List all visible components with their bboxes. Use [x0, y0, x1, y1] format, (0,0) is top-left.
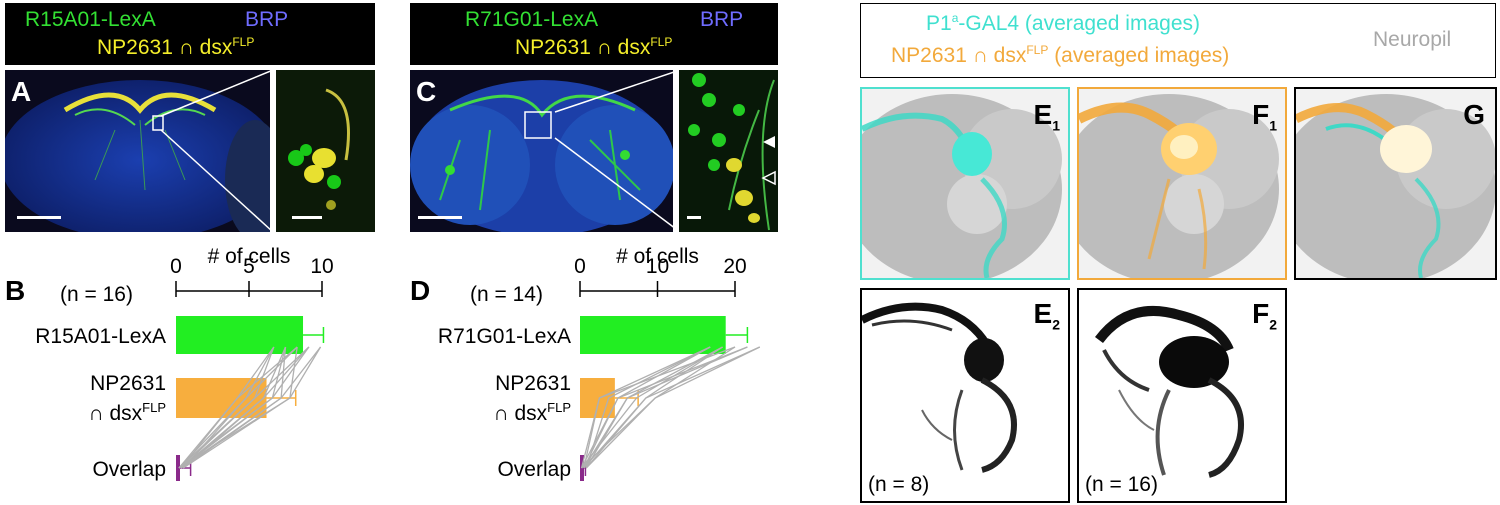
- row-label-dsx: ∩ dsxFLP: [494, 400, 571, 425]
- sample-line: [180, 346, 310, 469]
- bar: [176, 316, 304, 354]
- f2-n-label: (n = 16): [1085, 473, 1158, 496]
- panel-c-zoom-image: [679, 70, 778, 232]
- sample-line: [583, 346, 736, 469]
- panel-e1: E1: [860, 87, 1070, 280]
- e2-n-label: (n = 8): [868, 473, 930, 496]
- bar: [176, 455, 180, 481]
- tick-label: 20: [723, 255, 746, 278]
- neuropil-label: Neuropil: [1373, 28, 1452, 51]
- panel-efg-header: P1a-GAL4 (averaged images) NP2631 ∩ dsxF…: [860, 3, 1496, 78]
- brain-a-svg: [5, 80, 270, 232]
- panel-f2: F2 (n = 16): [1077, 288, 1287, 503]
- sample-line: [583, 346, 711, 469]
- f2-label: F2: [1252, 298, 1277, 333]
- sample-line: [182, 346, 287, 469]
- sample-line: [180, 346, 298, 469]
- panel-a-brp-label: BRP: [245, 8, 289, 31]
- panel-g: G: [1294, 87, 1497, 280]
- e2-label: E2: [1033, 298, 1060, 333]
- row-label-flp: FLP: [142, 400, 166, 415]
- panel-c-label: C: [416, 76, 437, 107]
- panel-a-zoom-image: [276, 70, 375, 232]
- row-label-np2631: NP2631: [90, 372, 166, 395]
- panel-c-np-label: NP2631 ∩ dsxFLP: [515, 35, 673, 59]
- panel-c-brp-label: BRP: [700, 8, 744, 31]
- e1-label: E1: [1033, 99, 1060, 134]
- zoom-lines-a: [160, 70, 274, 233]
- zoom-lines-c: [554, 70, 681, 233]
- sample-line: [178, 346, 298, 469]
- panel-a-header: R15A01-LexA BRP NP2631 ∩ dsxFLP: [5, 3, 375, 65]
- tick-label: 0: [170, 255, 182, 278]
- panel-e2: E2 (n = 8): [860, 288, 1070, 503]
- n-label: (n = 14): [470, 283, 543, 306]
- p1-gal4-label: P1a-GAL4 (averaged images): [926, 11, 1200, 35]
- tick-label: 10: [646, 255, 669, 278]
- panel-c-brain-image: C: [410, 70, 673, 232]
- sample-line: [182, 346, 310, 469]
- row-label-lexa: R15A01-LexA: [35, 325, 166, 348]
- bar: [580, 316, 726, 354]
- row-label-overlap: Overlap: [497, 458, 571, 481]
- bar: [176, 378, 267, 418]
- panel-c-header: R71G01-LexA BRP NP2631 ∩ dsxFLP: [410, 3, 778, 65]
- n-label: (n = 16): [60, 283, 133, 306]
- sample-line: [585, 346, 723, 469]
- sample-line: [585, 346, 748, 469]
- panel-a-brain-image: A: [5, 70, 270, 232]
- row-label-lexa: R71G01-LexA: [438, 325, 571, 348]
- row-label-np2631: NP2631: [495, 372, 571, 395]
- np2631-label: NP2631 ∩ dsxFLP (averaged images): [891, 43, 1230, 67]
- tick-label: 5: [243, 255, 255, 278]
- row-label-dsx: ∩ dsxFLP: [89, 400, 166, 425]
- axis-title: # of cells: [616, 245, 699, 268]
- panel-f1: F1: [1077, 87, 1287, 280]
- tick-label: 10: [310, 255, 333, 278]
- panel-b-label: B: [5, 275, 26, 306]
- sample-line: [585, 346, 711, 469]
- chart-b: # of cells (n = 16) 0 5 10 R15A01-LexA NP2631 ∩…: [35, 245, 334, 481]
- panel-d-label: D: [410, 275, 431, 306]
- f1-label: F1: [1252, 99, 1277, 134]
- panel-a-np-label: NP2631 ∩ dsxFLP: [97, 35, 255, 59]
- row-label-flp: FLP: [547, 400, 571, 415]
- panel-c-lexa-label: R71G01-LexA: [465, 8, 599, 31]
- sample-line: [180, 346, 275, 469]
- panel-a-lexa-label: R15A01-LexA: [25, 8, 156, 31]
- axis-title: # of cells: [208, 245, 291, 268]
- g-label: G: [1463, 99, 1485, 130]
- chart-d: # of cells (n = 14) 0 10 20 R71G01-LexA NP2631…: [438, 245, 761, 481]
- row-label-overlap: Overlap: [92, 458, 166, 481]
- tick-label: 0: [574, 255, 586, 278]
- panel-a-label: A: [11, 76, 32, 107]
